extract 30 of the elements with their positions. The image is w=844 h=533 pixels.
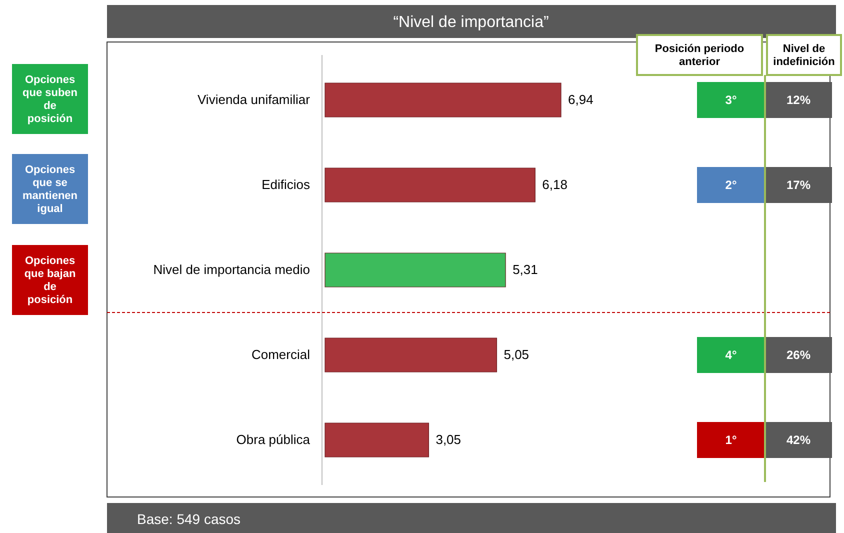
bar xyxy=(324,168,536,202)
text: Nivel de indefinición xyxy=(773,43,836,68)
text: 26% xyxy=(786,348,811,362)
chart-title: “Nivel de importancia” xyxy=(393,14,549,31)
text: 4° xyxy=(725,348,737,362)
bar xyxy=(324,252,506,288)
text: Opciones que se mantienen igual xyxy=(22,164,78,215)
text: Opciones que suben de posición xyxy=(22,74,78,125)
data-label: 5,05 xyxy=(504,347,530,362)
data-label: 3,05 xyxy=(436,432,462,447)
text: 3° xyxy=(725,93,737,107)
text: 17% xyxy=(786,178,811,192)
data-label: 6,94 xyxy=(568,92,594,107)
text: 12% xyxy=(786,93,811,107)
y-tick-label: Edificios xyxy=(262,177,310,192)
y-tick-label: Comercial xyxy=(251,347,310,362)
y-tick-label: Nivel de importancia medio xyxy=(153,262,310,277)
y-tick-label: Vivienda unifamiliar xyxy=(198,92,311,107)
data-label: 5,31 xyxy=(512,262,538,277)
text: 42% xyxy=(786,433,811,447)
text: Posición periodo anterior xyxy=(654,43,744,68)
text: Opciones que bajan de posición xyxy=(24,255,76,306)
bar xyxy=(324,338,498,372)
text: 1° xyxy=(725,433,737,447)
text: Base: 549 casos xyxy=(137,511,241,527)
y-tick-label: Obra pública xyxy=(236,432,311,447)
text: 2° xyxy=(725,178,737,192)
bar xyxy=(324,422,430,458)
bar xyxy=(324,82,562,118)
data-label: 6,18 xyxy=(542,177,568,192)
